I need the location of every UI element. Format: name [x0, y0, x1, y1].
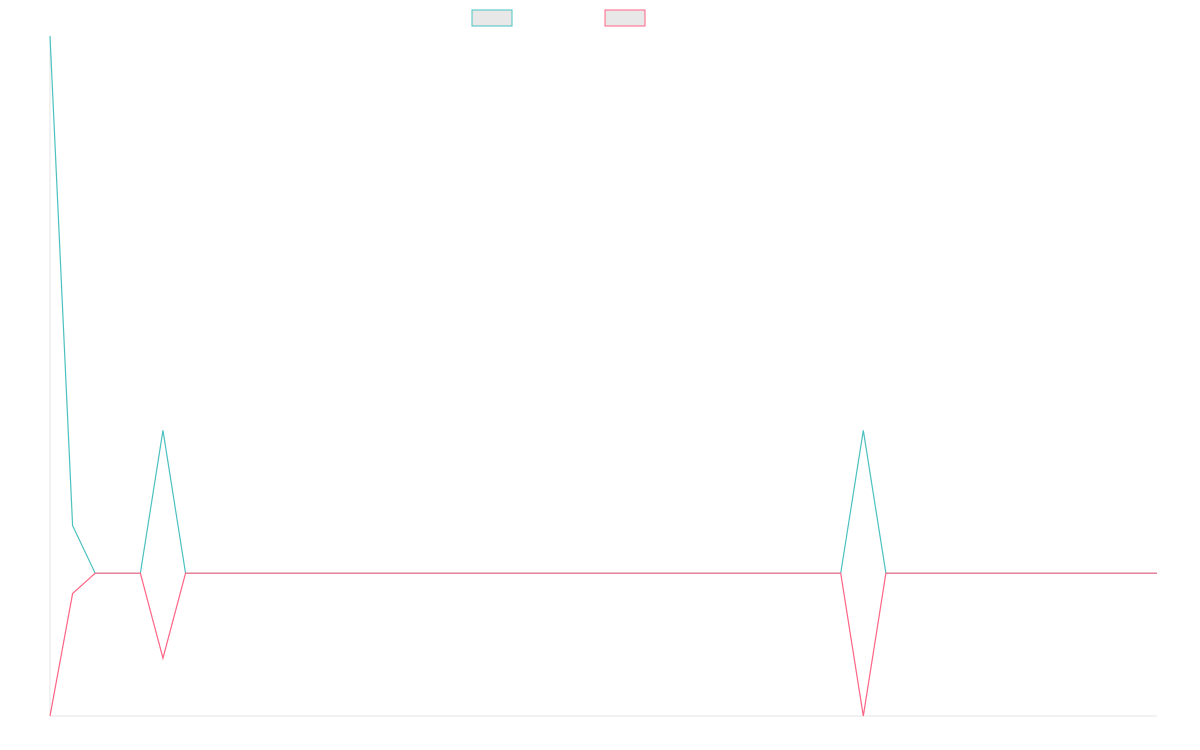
series-layer — [49, 35, 1157, 717]
legend-swatch-2[interactable] — [604, 9, 646, 27]
legend-swatch-1[interactable] — [471, 9, 513, 27]
legend — [471, 9, 646, 27]
series-line-2 — [49, 572, 1157, 717]
series-line-1 — [49, 35, 1157, 574]
axes — [49, 36, 1157, 717]
